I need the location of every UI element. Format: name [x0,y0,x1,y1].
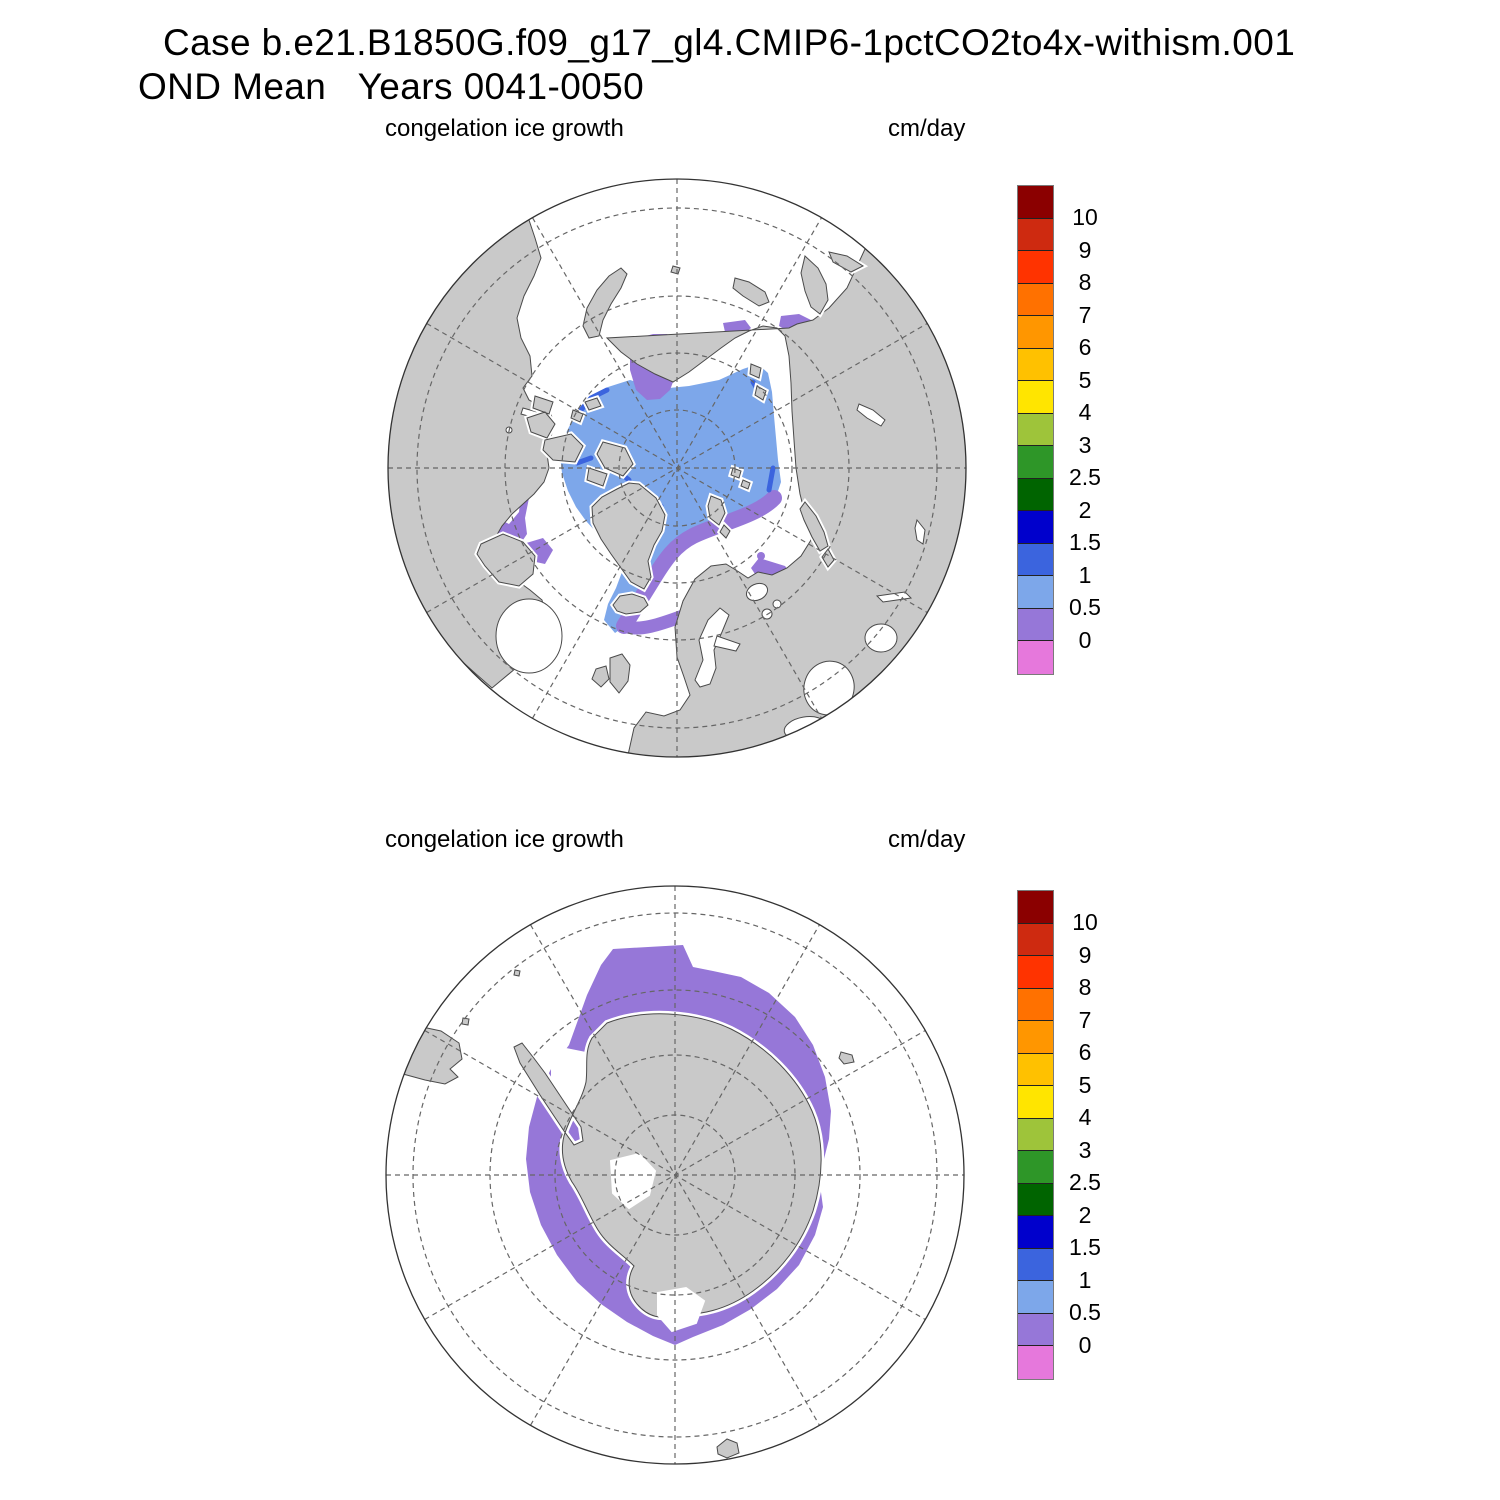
baltic-sea [694,607,730,688]
colorbar-segment [1018,283,1053,317]
colorbar-tick: 4 [1078,399,1092,425]
arctic-graticule [388,179,966,757]
colorbar-segment [1018,316,1053,349]
colorbar-tick: 0.5 [1069,594,1101,620]
colorbar-segment [1018,381,1053,414]
colorbar-segment [1018,1151,1053,1184]
colorbar-segment [1018,956,1053,989]
white-sea-mouth-purple-1 [757,552,765,560]
colorbar-segment [1018,1248,1053,1282]
arctic-ice-pack-0p5-1 [560,364,781,633]
colorbar-segment [1018,511,1053,544]
antarctic-graticule [386,886,964,1464]
colorbar-tick: 2.5 [1069,1169,1101,1195]
colorbar-tick: 3 [1078,1136,1092,1163]
colorbar-tick: 9 [1078,941,1092,968]
figure-subtitle-period: OND Mean Years 0041-0050 [138,66,645,107]
colorbar-tick: 7 [1078,1006,1092,1033]
white-sea [745,582,769,602]
lake-onega [772,599,782,609]
colorbar-tick: 1.5 [1069,529,1101,555]
arctic-map [387,178,967,758]
colorbar-tick: 10 [1072,204,1098,230]
colorbar-segment [1018,446,1053,479]
colorbar-tick: 10 [1072,909,1098,935]
antarctic-map [385,885,965,1465]
colorbar-tick: 6 [1078,334,1092,360]
land-chukotka-arm [582,267,628,339]
colorbar-segment [1018,1118,1053,1152]
meridian-line [529,924,821,1426]
colorbar-tick: 5 [1078,1071,1092,1098]
colorbar-segment [1018,891,1053,924]
colorbar-segment [1018,413,1053,447]
colorbar-segment [1018,251,1053,284]
lake-balkhash [875,591,913,603]
colorbar-segment [1018,1053,1053,1087]
colorbar-segment [1018,1086,1053,1119]
colorbar-segment [1018,543,1053,577]
colorbar-tick: 8 [1078,974,1092,1000]
lake-sliver [914,518,926,545]
colorbar-segment [1018,923,1053,957]
colorbar-tick: 1.5 [1069,1234,1101,1260]
colorbar-segment [1018,641,1053,674]
colorbar-tick: 0 [1078,626,1092,653]
colorbar-tick: 6 [1078,1039,1092,1065]
island-south-georgia [513,969,521,977]
colorbar-tick: 2 [1078,496,1092,523]
colorbar-tick: 0 [1078,1331,1092,1358]
white-sea-mouth-purple-2 [764,563,772,571]
colorbar-tick: 2.5 [1069,464,1101,490]
colorbar-segment [1018,1021,1053,1054]
colorbar-tick: 4 [1078,1104,1092,1130]
arctic-map-boundary [387,178,967,758]
south-panel-variable-label: congelation ice growth [385,826,624,853]
colorbar-tick: 1 [1078,561,1092,588]
colorbar-segment [1018,608,1053,642]
caspian-sea [803,660,855,716]
island-kerguelen [838,1051,855,1065]
colorbar-tick: 7 [1078,301,1092,328]
island-falkland [461,1017,470,1026]
inland-seas [495,403,926,740]
meridian-line [531,217,823,719]
north-panel-variable-label: congelation ice growth [385,115,624,142]
colorbar-segment [1018,478,1053,512]
aral-sea [864,623,898,653]
hudson-bay [495,598,563,674]
caa-channel-fringe [574,455,594,466]
colorbar-tick: 2 [1078,1201,1092,1228]
colorbar-tick: 5 [1078,366,1092,393]
colorbar-segment [1018,988,1053,1022]
colorbar-segment [1018,1216,1053,1249]
colorbar-segment [1018,186,1053,219]
lake-baikal [856,403,886,427]
ross-ice-shelf [657,1286,706,1333]
colorbar-segment [1018,576,1053,609]
colorbar-segment [1018,1313,1053,1347]
south-panel-units-label: cm/day [888,826,966,853]
se-pack-fringe [766,465,776,493]
antarctic-map-boundary [385,885,965,1465]
north-panel-units-label: cm/day [888,115,966,142]
colorbar-segment [1018,348,1053,382]
colorbar-tick: 3 [1078,431,1092,458]
gulf-of-finland [713,635,741,652]
figure-title: Case b.e21.B1850G.f09_g17_gl4.CMIP6-1pct… [163,22,1296,63]
colorbar-tick: 1 [1078,1266,1092,1293]
colorbar-segment [1018,1281,1053,1314]
colorbar-tick: 9 [1078,236,1092,263]
north-colorbar-strip [1017,185,1054,675]
colorbar-tick: 0.5 [1069,1299,1101,1325]
south-colorbar-strip [1017,890,1054,1380]
colorbar-segment [1018,1183,1053,1217]
island-new-zealand-edge [716,1438,740,1459]
colorbar-tick: 8 [1078,269,1092,295]
colorbar-segment [1018,1346,1053,1379]
colorbar-segment [1018,218,1053,252]
